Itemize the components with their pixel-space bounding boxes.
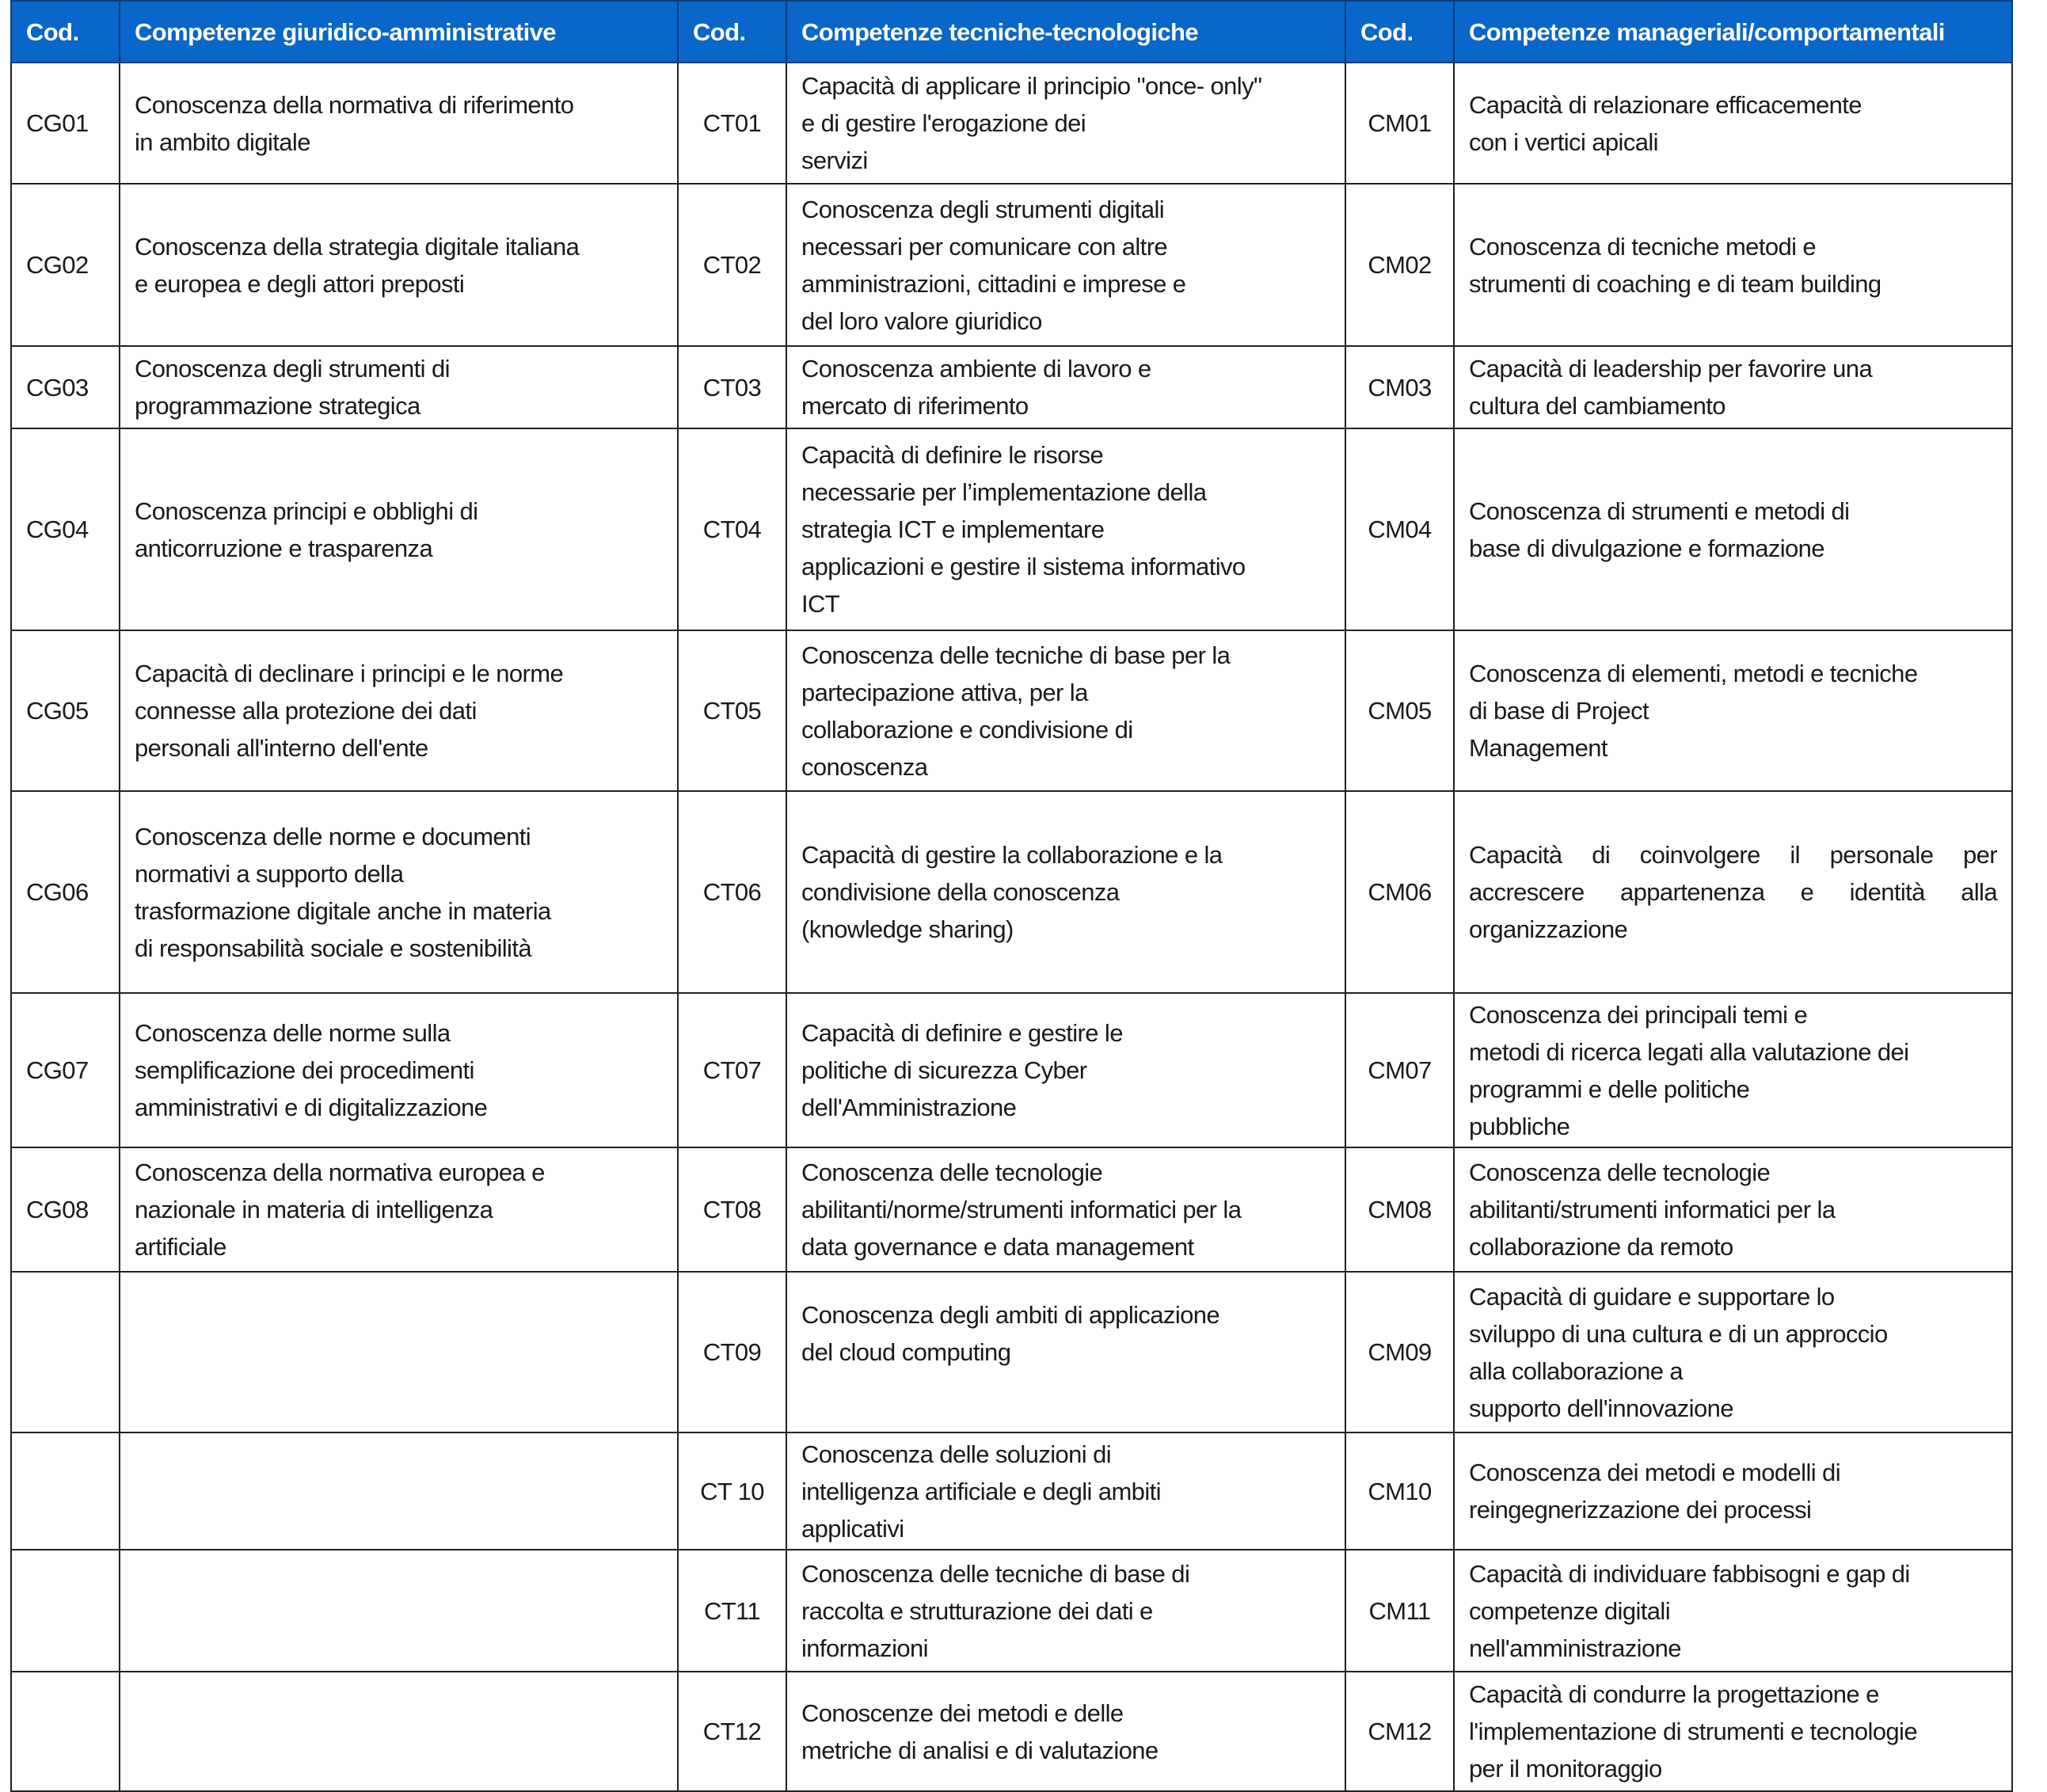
cg-code: CG01: [10, 62, 120, 185]
ct-text: Conoscenza ambiente di lavoro e mercato …: [786, 345, 1346, 429]
cm-text: Capacità di guidare e supportare lo svil…: [1453, 1271, 2013, 1433]
ct-text: Conoscenze dei metodi e delle metriche d…: [786, 1671, 1346, 1792]
cm-text: Capacità di relazionare efficacemente co…: [1453, 62, 2013, 185]
ct-code: CT08: [677, 1147, 787, 1273]
ct-text: Conoscenza delle tecnologie abilitanti/n…: [786, 1147, 1346, 1273]
table-row: CT 10 Conoscenza delle soluzioni di intel…: [10, 1432, 2013, 1550]
table-row: CG03 Conoscenza degli strumenti di progra…: [10, 345, 2013, 429]
cm-code: CM11: [1345, 1549, 1455, 1672]
header-tecnico: Competenze tecniche-tecnologiche: [786, 0, 1346, 63]
table-row: CT11 Conoscenza delle tecniche di base di…: [10, 1549, 2013, 1672]
ct-text: Capacità di definire le risorse necessar…: [786, 428, 1346, 631]
table-row: CT12 Conoscenze dei metodi e delle metric…: [10, 1671, 2013, 1792]
table-row: CG04 Conoscenza principi e obblighi di an…: [10, 428, 2013, 631]
ct-code: CT03: [677, 345, 787, 429]
cg-text: [119, 1671, 679, 1792]
cm-text: Conoscenza di elementi, metodi e tecnich…: [1453, 630, 2013, 792]
ct-code: CT02: [677, 183, 787, 347]
cg-code: [10, 1432, 120, 1550]
cm-code: CM01: [1345, 62, 1455, 185]
header-code-manageriale: Cod.: [1345, 0, 1455, 63]
ct-text: Conoscenza degli ambiti di applicazione …: [786, 1271, 1346, 1433]
ct-code: CT11: [677, 1549, 787, 1672]
ct-code: CT05: [677, 630, 787, 792]
cg-code: CG03: [10, 345, 120, 429]
cg-text: Conoscenza della strategia digitale ital…: [119, 183, 679, 347]
cg-text: Conoscenza della normativa di riferiment…: [119, 62, 679, 185]
ct-text: Capacità di definire e gestire le politi…: [786, 992, 1346, 1148]
cg-text: [119, 1432, 679, 1550]
cm-code: CM04: [1345, 428, 1455, 631]
ct-code: CT 10: [677, 1432, 787, 1550]
cg-code: CG04: [10, 428, 120, 631]
competence-table: Cod. Competenze giuridico-amministrative…: [10, 0, 2013, 1792]
cg-text: Conoscenza delle norme e documenti norma…: [119, 790, 679, 994]
cm-text: Capacità di coinvolgere il personale per…: [1453, 790, 2013, 994]
ct-text: Conoscenza delle tecniche di base per la…: [786, 630, 1346, 792]
cg-code: CG08: [10, 1147, 120, 1273]
header-giuridico: Competenze giuridico-amministrative: [119, 0, 679, 63]
table-row: CG08 Conoscenza della normativa europea e…: [10, 1147, 2013, 1273]
table-row: CG07 Conoscenza delle norme sulla semplif…: [10, 992, 2013, 1148]
cm-text: Capacità di leadership per favorire una …: [1453, 345, 2013, 429]
cm-code: CM07: [1345, 992, 1455, 1148]
cg-text: Conoscenza degli strumenti di programmaz…: [119, 345, 679, 429]
header-code-giuridico: Cod.: [10, 0, 120, 63]
ct-code: CT12: [677, 1671, 787, 1792]
cg-text: [119, 1549, 679, 1672]
cg-code: CG05: [10, 630, 120, 792]
cm-code: CM09: [1345, 1271, 1455, 1433]
cg-code: CG07: [10, 992, 120, 1148]
header-manageriale: Competenze manageriali/comportamentali: [1453, 0, 2013, 63]
ct-text: Conoscenza delle tecniche di base di rac…: [786, 1549, 1346, 1672]
cm-code: CM08: [1345, 1147, 1455, 1273]
cm-code: CM05: [1345, 630, 1455, 792]
cm-text: Conoscenza dei principali temi e metodi …: [1453, 992, 2013, 1148]
table-row: CG02 Conoscenza della strategia digitale …: [10, 183, 2013, 347]
cg-text: Conoscenza delle norme sulla semplificaz…: [119, 992, 679, 1148]
cg-code: [10, 1671, 120, 1792]
table-row: CG06 Conoscenza delle norme e documenti n…: [10, 790, 2013, 994]
table-body: CG01 Conoscenza della normativa di riferi…: [10, 62, 2013, 1792]
ct-code: CT06: [677, 790, 787, 994]
header-row: Cod. Competenze giuridico-amministrative…: [10, 0, 2013, 63]
ct-text: Capacità di applicare il principio "once…: [786, 62, 1346, 185]
cg-code: CG06: [10, 790, 120, 994]
ct-text: Conoscenza delle soluzioni di intelligen…: [786, 1432, 1346, 1550]
cm-code: CM06: [1345, 790, 1455, 994]
cm-text: Conoscenza dei metodi e modelli di reing…: [1453, 1432, 2013, 1550]
ct-code: CT09: [677, 1271, 787, 1433]
cg-code: [10, 1271, 120, 1433]
table-row: CG01 Conoscenza della normativa di riferi…: [10, 62, 2013, 185]
cm-text: Conoscenza delle tecnologie abilitanti/s…: [1453, 1147, 2013, 1273]
cm-code: CM03: [1345, 345, 1455, 429]
cg-text: Conoscenza principi e obblighi di antico…: [119, 428, 679, 631]
ct-code: CT07: [677, 992, 787, 1148]
table-row: CT09 Conoscenza degli ambiti di applicazi…: [10, 1271, 2013, 1433]
cm-text: Capacità di condurre la progettazione e …: [1453, 1671, 2013, 1792]
cm-text: Conoscenza di tecniche metodi e strument…: [1453, 183, 2013, 347]
cm-code: CM12: [1345, 1671, 1455, 1792]
cg-code: [10, 1549, 120, 1672]
cm-text: Capacità di individuare fabbisogni e gap…: [1453, 1549, 2013, 1672]
cg-text: Capacità di declinare i principi e le no…: [119, 630, 679, 792]
ct-text: Conoscenza degli strumenti digitali nece…: [786, 183, 1346, 347]
cm-code: CM02: [1345, 183, 1455, 347]
cm-text: Conoscenza di strumenti e metodi di base…: [1453, 428, 2013, 631]
cg-text: Conoscenza della normativa europea e naz…: [119, 1147, 679, 1273]
header-code-tecnico: Cod.: [677, 0, 787, 63]
cg-code: CG02: [10, 183, 120, 347]
cg-text: [119, 1271, 679, 1433]
ct-code: CT01: [677, 62, 787, 185]
table-row: CG05 Capacità di declinare i principi e l…: [10, 630, 2013, 792]
ct-code: CT04: [677, 428, 787, 631]
ct-text: Capacità di gestire la collaborazione e …: [786, 790, 1346, 994]
cm-code: CM10: [1345, 1432, 1455, 1550]
